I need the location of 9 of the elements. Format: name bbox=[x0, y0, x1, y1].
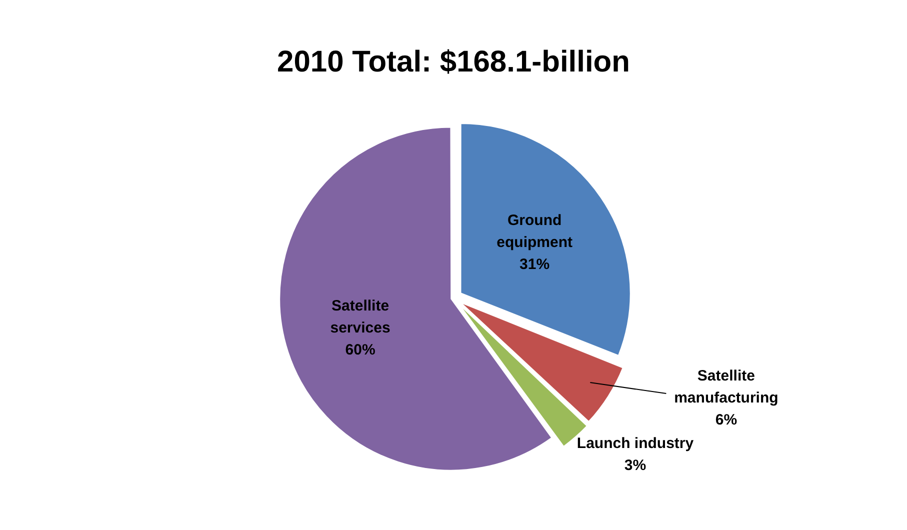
data-label: 6% bbox=[715, 412, 738, 429]
chart-title: 2010 Total: $168.1-billion bbox=[277, 45, 630, 78]
slice-label: Ground equipment bbox=[496, 212, 572, 252]
slice-label: Launch industry bbox=[576, 434, 694, 452]
data-label: 3% bbox=[624, 456, 646, 474]
data-label: 60% bbox=[345, 341, 376, 358]
slice-label: Satellite services bbox=[330, 297, 390, 336]
slice-label: Satellite manufacturing bbox=[674, 368, 778, 407]
data-label: 31% bbox=[520, 256, 550, 274]
